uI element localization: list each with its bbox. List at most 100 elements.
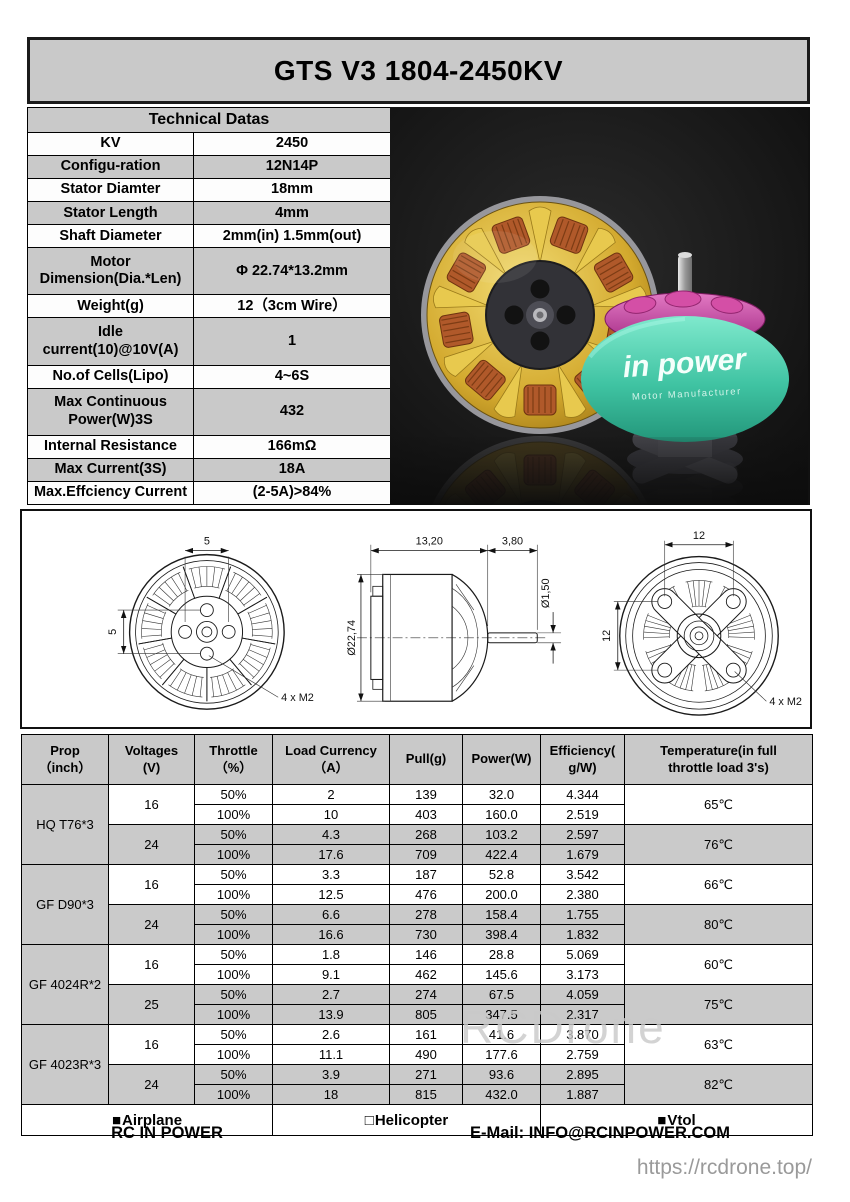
throttle-cell: 50%: [194, 904, 273, 925]
tech-label: Max Continuous Power(W)3S: [27, 387, 194, 436]
throttle-cell: 50%: [194, 864, 273, 885]
brand-name: RC IN POWER: [111, 1124, 223, 1142]
temp-cell: 80℃: [624, 904, 813, 945]
perf-row: 100% 17.6 709 422.4 1.679: [22, 844, 813, 865]
temp-cell: 82℃: [624, 1064, 813, 1105]
side-view-drawing: 13,20 3,80 Ø22,74 Ø1,50: [346, 536, 562, 702]
eff-cell: 4.059: [540, 984, 625, 1005]
col-load-currency: Load Currency （A）: [272, 734, 390, 785]
motor-photo-illustration: in power Motor Manufacturer: [390, 107, 808, 696]
eff-cell: 1.832: [540, 924, 625, 945]
dim-label: 5: [204, 536, 210, 548]
perf-row: GF 4024R*2 16 50% 1.8 146 28.8 5.069 60℃: [21, 944, 813, 1025]
tech-value: 18A: [192, 457, 392, 482]
power-cell: 200.0: [462, 884, 541, 905]
pull-cell: 139: [389, 784, 463, 805]
amps-cell: 3.9: [272, 1064, 390, 1085]
page-title: GTS V3 1804-2450KV: [27, 37, 810, 104]
amps-cell: 13.9: [272, 1004, 390, 1025]
eff-cell: 2.519: [540, 804, 625, 825]
tech-label: Stator Length: [27, 201, 194, 226]
power-cell: 32.0: [462, 784, 541, 805]
power-cell: 177.6: [462, 1044, 541, 1065]
col-throttle: Throttle （%）: [194, 734, 273, 785]
throttle-cell: 50%: [194, 1024, 273, 1045]
power-cell: 41.6: [462, 1024, 541, 1045]
pull-cell: 161: [389, 1024, 463, 1045]
prop-cell: GF 4023R*3: [21, 1024, 109, 1105]
voltage-cell: 24: [108, 824, 195, 865]
power-cell: 160.0: [462, 804, 541, 825]
throttle-cell: 100%: [194, 804, 273, 825]
amps-cell: 12.5: [272, 884, 390, 905]
amps-cell: 18: [272, 1084, 390, 1105]
perf-row: 24 50% 6.6 278 158.4 1.755 80℃: [22, 904, 813, 945]
throttle-cell: 50%: [194, 984, 273, 1005]
tech-label: No.of Cells(Lipo): [27, 364, 194, 389]
eff-cell: 2.380: [540, 884, 625, 905]
voltage-cell: 24: [108, 904, 195, 945]
tech-value: 432: [192, 387, 392, 436]
checked-box-icon: ■: [657, 1111, 667, 1129]
temp-cell: 75℃: [624, 984, 813, 1025]
perf-row: GF D90*3 16 50% 3.3 187 52.8 3.542 66℃: [21, 864, 813, 945]
voltage-cell: 16: [108, 1024, 195, 1065]
pull-cell: 815: [389, 1084, 463, 1105]
dim-label: 5: [107, 629, 119, 635]
dim-label: Ø22,74: [346, 620, 358, 656]
tech-label: Internal Resistance: [27, 434, 194, 459]
eff-cell: 4.344: [540, 784, 625, 805]
type-helicopter: □Helicopter: [272, 1104, 541, 1136]
dim-label: 12: [601, 630, 613, 642]
aircraft-type-row: ■Airplane □Helicopter ■Vtol: [21, 1104, 813, 1136]
power-cell: 432.0: [462, 1084, 541, 1105]
voltage-cell: 25: [108, 984, 195, 1025]
dim-label: 13,20: [416, 536, 443, 548]
power-cell: 93.6: [462, 1064, 541, 1085]
throttle-cell: 100%: [194, 1084, 273, 1105]
tech-label: Shaft Diameter: [27, 224, 194, 249]
amps-cell: 11.1: [272, 1044, 390, 1065]
prop-cell: HQ T76*3: [21, 784, 109, 865]
amps-cell: 16.6: [272, 924, 390, 945]
temp-cell: 63℃: [624, 1024, 813, 1065]
col-pull: Pull(g): [389, 734, 463, 785]
perf-row: 100% 11.1 490 177.6 2.759: [22, 1044, 813, 1065]
perf-row: GF 4023R*3 16 50% 2.6 161 41.6 3.870 63℃: [21, 1024, 813, 1105]
contact-email: E-Mail: INFO@RCINPOWER.COM: [470, 1124, 730, 1142]
throttle-cell: 100%: [194, 964, 273, 985]
tech-label: KV: [27, 132, 194, 157]
perf-row: 100% 16.6 730 398.4 1.832: [22, 924, 813, 945]
col-prop: Prop （inch）: [21, 734, 109, 785]
temp-cell: 60℃: [624, 944, 813, 985]
amps-cell: 17.6: [272, 844, 390, 865]
amps-cell: 6.6: [272, 904, 390, 925]
eff-cell: 1.755: [540, 904, 625, 925]
temp-cell: 66℃: [624, 864, 813, 905]
tech-value: 18mm: [192, 178, 392, 203]
amps-cell: 4.3: [272, 824, 390, 845]
perf-row: 100% 9.1 462 145.6 3.173: [22, 964, 813, 985]
eff-cell: 5.069: [540, 944, 625, 965]
amps-cell: 2.7: [272, 984, 390, 1005]
eff-cell: 3.870: [540, 1024, 625, 1045]
temp-cell: 65℃: [624, 784, 813, 825]
pull-cell: 730: [389, 924, 463, 945]
power-cell: 103.2: [462, 824, 541, 845]
tech-spec-table: Technical Datas KV 2450 Configu-ration 12N…: [26, 106, 392, 506]
tech-value: Φ 22.74*13.2mm: [192, 247, 392, 296]
tech-value: 166mΩ: [192, 434, 392, 459]
tech-value: 4mm: [192, 201, 392, 226]
amps-cell: 10: [272, 804, 390, 825]
eff-cell: 2.759: [540, 1044, 625, 1065]
performance-table: Prop （inch） Voltages (V) Throttle （%） Load …: [21, 734, 813, 1136]
power-cell: 158.4: [462, 904, 541, 925]
throttle-cell: 50%: [194, 1064, 273, 1085]
col-efficiency: Efficiency(g/W): [540, 734, 625, 785]
tech-label: Stator Diamter: [27, 178, 194, 203]
prop-cell: GF 4024R*2: [21, 944, 109, 1025]
temp-cell: 76℃: [624, 824, 813, 865]
perf-row: 100% 10 403 160.0 2.519: [22, 804, 813, 825]
throttle-cell: 100%: [194, 844, 273, 865]
dim-label: Ø1,50: [540, 578, 552, 608]
